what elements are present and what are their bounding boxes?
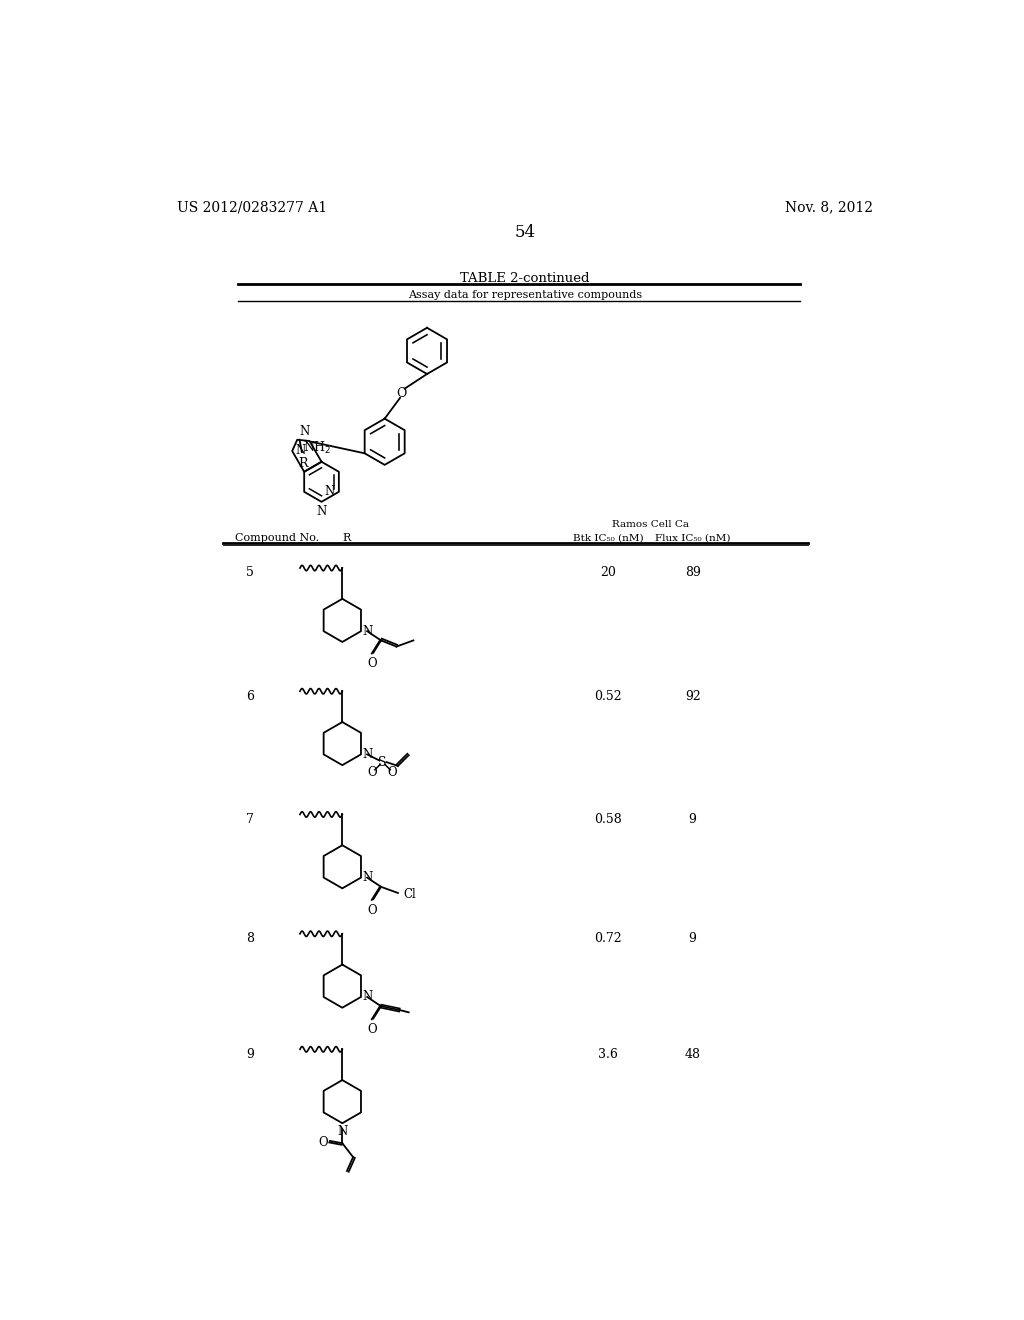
Text: 92: 92 (685, 689, 700, 702)
Text: 6: 6 (246, 689, 254, 702)
Text: US 2012/0283277 A1: US 2012/0283277 A1 (177, 201, 327, 215)
Text: O: O (367, 1023, 377, 1036)
Text: N: N (362, 748, 373, 760)
Text: N: N (295, 445, 305, 458)
Text: 48: 48 (685, 1048, 700, 1061)
Text: 7: 7 (246, 813, 254, 826)
Text: Assay data for representative compounds: Assay data for representative compounds (408, 290, 642, 300)
Text: N: N (362, 871, 373, 884)
Text: 0.52: 0.52 (594, 689, 622, 702)
Text: R: R (342, 533, 350, 544)
Text: 3.6: 3.6 (598, 1048, 617, 1061)
Text: Flux IC₅₀ (nM): Flux IC₅₀ (nM) (655, 533, 730, 543)
Text: 0.72: 0.72 (594, 932, 622, 945)
Text: 0.58: 0.58 (594, 813, 622, 826)
Text: 8: 8 (246, 932, 254, 945)
Text: Btk IC₅₀ (nM): Btk IC₅₀ (nM) (572, 533, 643, 543)
Text: Cl: Cl (403, 888, 416, 902)
Text: N: N (300, 425, 310, 438)
Text: N: N (362, 624, 373, 638)
Text: 54: 54 (514, 224, 536, 240)
Text: Ramos Cell Ca: Ramos Cell Ca (611, 520, 689, 529)
Text: R: R (299, 457, 308, 470)
Text: 9: 9 (689, 813, 696, 826)
Text: S: S (378, 755, 387, 768)
Text: 89: 89 (685, 566, 700, 579)
Text: 20: 20 (600, 566, 615, 579)
Text: N: N (362, 990, 373, 1003)
Text: O: O (388, 766, 397, 779)
Text: 9: 9 (246, 1048, 254, 1061)
Text: N: N (316, 506, 327, 517)
Text: 5: 5 (246, 566, 254, 579)
Text: O: O (368, 766, 378, 779)
Text: N: N (325, 486, 335, 499)
Text: TABLE 2-continued: TABLE 2-continued (460, 272, 590, 285)
Text: 9: 9 (689, 932, 696, 945)
Text: NH$_2$: NH$_2$ (303, 440, 332, 455)
Text: O: O (318, 1137, 328, 1148)
Text: Nov. 8, 2012: Nov. 8, 2012 (784, 201, 872, 215)
Text: O: O (367, 657, 377, 671)
Text: Compound No.: Compound No. (234, 533, 318, 544)
Text: O: O (396, 387, 407, 400)
Text: O: O (367, 904, 377, 917)
Text: N: N (337, 1125, 347, 1138)
